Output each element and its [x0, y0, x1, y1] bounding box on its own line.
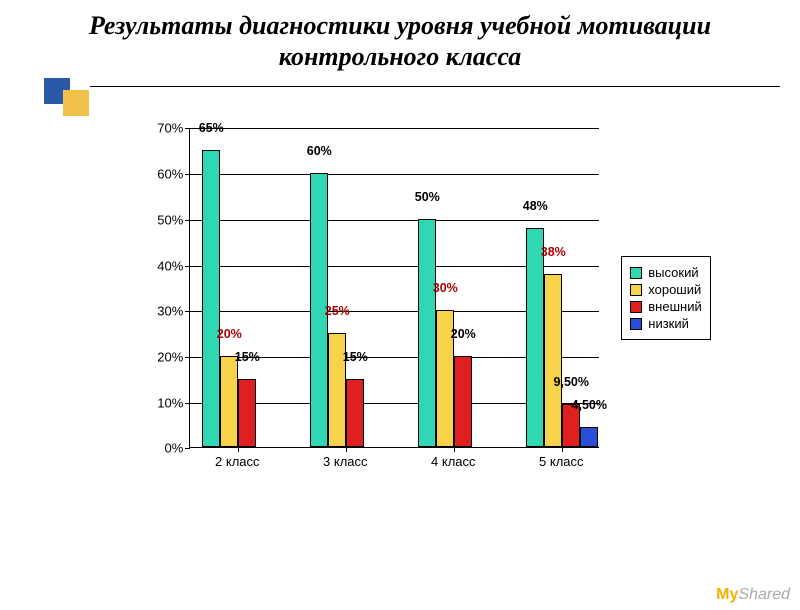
legend-swatch [630, 318, 642, 330]
bar-value-label: 15% [235, 350, 260, 364]
accent-rule [90, 86, 780, 87]
bar [454, 356, 472, 447]
bar [202, 150, 220, 447]
gridline [190, 220, 599, 221]
ytick [185, 220, 190, 221]
bar-chart: 65% 20% 15% 60% 25% 15% 50% 30% 20% 48% 38% 9,50% 4,… [139, 118, 609, 478]
legend-item: хороший [630, 282, 701, 297]
accent [0, 78, 800, 108]
xtick [562, 447, 563, 452]
bar [526, 228, 544, 447]
bar-value-label: 9,50% [554, 375, 589, 389]
bar-value-label: 20% [217, 327, 242, 341]
legend-label: хороший [648, 282, 701, 297]
plot-area: 65%20%15%60%25%15%50%30%20%48%38%9,50%4,… [189, 128, 599, 448]
xtick [238, 447, 239, 452]
x-axis-label: 5 класс [539, 454, 584, 469]
bar [580, 427, 598, 448]
watermark-right: Shared [738, 586, 790, 603]
xtick [454, 447, 455, 452]
x-axis-label: 4 класс [431, 454, 476, 469]
ytick [185, 128, 190, 129]
legend-swatch [630, 267, 642, 279]
bar [220, 356, 238, 447]
ytick [185, 266, 190, 267]
bar-value-label: 20% [451, 327, 476, 341]
watermark: MyShared [716, 586, 790, 604]
bar [544, 274, 562, 448]
ytick [185, 174, 190, 175]
legend-label: внешний [648, 299, 701, 314]
legend-item: высокий [630, 265, 701, 280]
ytick [185, 357, 190, 358]
watermark-left: My [716, 586, 738, 603]
legend-swatch [630, 284, 642, 296]
x-axis-label: 2 класс [215, 454, 260, 469]
y-axis-label: 20% [147, 349, 183, 364]
chart-area: 65% 20% 15% 60% 25% 15% 50% 30% 20% 48% 38% 9,50% 4,… [50, 118, 800, 478]
x-axis-label: 3 класс [323, 454, 368, 469]
page-title: Результаты диагностики уровня учебной мо… [40, 10, 760, 72]
bar-value-label: 15% [343, 350, 368, 364]
bar-value-label: 30% [433, 281, 458, 295]
bar-value-label: 4,50% [572, 398, 607, 412]
y-axis-label: 60% [147, 167, 183, 182]
accent-square-yellow [63, 90, 89, 116]
legend-item: внешний [630, 299, 701, 314]
ytick [185, 448, 190, 449]
legend-label: высокий [648, 265, 698, 280]
ytick [185, 311, 190, 312]
bar-value-label: 65% [199, 121, 224, 135]
gridline [190, 174, 599, 175]
bar [346, 379, 364, 448]
gridline [190, 128, 599, 129]
legend-label: низкий [648, 316, 689, 331]
bar [238, 379, 256, 448]
legend-item: низкий [630, 316, 701, 331]
y-axis-label: 70% [147, 121, 183, 136]
legend: высокий хороший внешний низкий [621, 256, 710, 340]
y-axis-label: 30% [147, 304, 183, 319]
bar-value-label: 60% [307, 144, 332, 158]
bar-value-label: 38% [541, 245, 566, 259]
legend-swatch [630, 301, 642, 313]
y-axis-label: 0% [147, 441, 183, 456]
xtick [346, 447, 347, 452]
bar-value-label: 50% [415, 190, 440, 204]
y-axis-label: 40% [147, 258, 183, 273]
ytick [185, 403, 190, 404]
y-axis-label: 10% [147, 395, 183, 410]
y-axis-label: 50% [147, 212, 183, 227]
bar-value-label: 48% [523, 199, 548, 213]
bar-value-label: 25% [325, 304, 350, 318]
bar [418, 219, 436, 448]
